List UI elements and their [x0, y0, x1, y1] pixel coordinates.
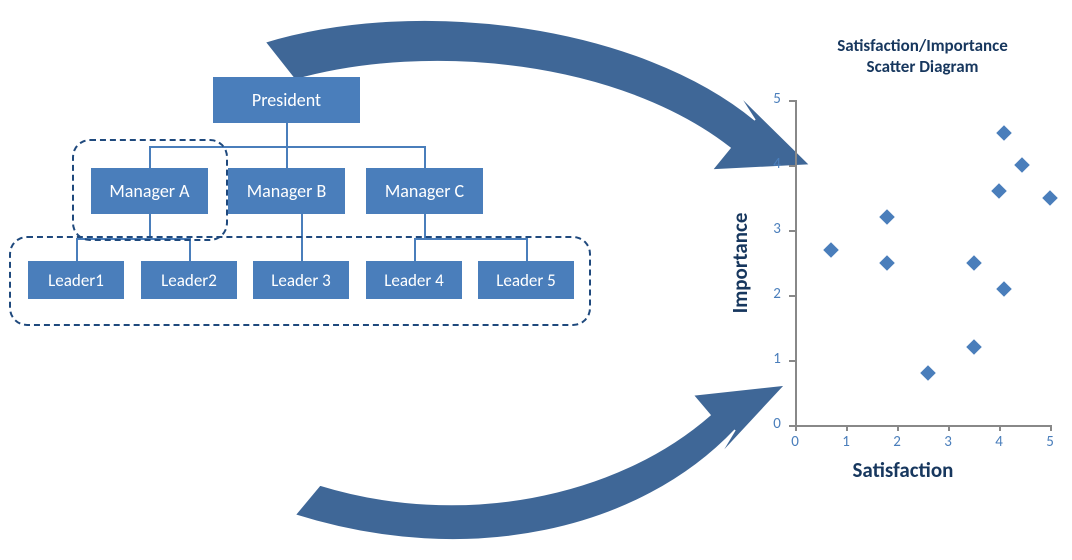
lower-arrow: [295, 385, 785, 540]
y-tick-label: 5: [767, 90, 787, 108]
y-tick: [789, 100, 795, 102]
org-box-manager-1: Manager B: [228, 168, 345, 214]
x-tick: [897, 425, 899, 431]
x-tick-label: 0: [785, 433, 805, 451]
y-tick-label: 3: [767, 220, 787, 238]
org-box-manager-2: Manager C: [366, 168, 483, 214]
x-tick: [948, 425, 950, 431]
connector-pres_drop: [286, 123, 288, 146]
x-tick-label: 5: [1040, 433, 1060, 451]
org-box-leader-3: Leader 4: [366, 261, 462, 299]
y-tick-label: 1: [767, 350, 787, 368]
connector-mgrB_up: [286, 146, 288, 168]
y-axis-label: Importance: [727, 212, 753, 313]
y-tick: [789, 165, 795, 167]
x-tick-label: 1: [836, 433, 856, 451]
org-box-manager-0: Manager A: [91, 168, 208, 214]
connector-mgrC_up: [424, 146, 426, 168]
y-tick-label: 0: [767, 415, 787, 433]
org-box-leader-0: Leader1: [28, 261, 124, 299]
y-tick-label: 2: [767, 285, 787, 303]
x-tick-label: 4: [989, 433, 1009, 451]
org-box-leader-2: Leader 3: [253, 261, 349, 299]
x-tick: [795, 425, 797, 431]
y-tick: [789, 295, 795, 297]
x-tick: [999, 425, 1001, 431]
x-tick: [1050, 425, 1052, 431]
chart-title: Satisfaction/ImportanceScatter Diagram: [780, 35, 1065, 78]
x-axis: [795, 425, 1050, 427]
connector-mgrC_drop: [424, 214, 426, 238]
y-axis: [795, 100, 797, 425]
org-box-president: President: [213, 77, 360, 123]
org-box-leader-1: Leader2: [141, 261, 237, 299]
y-tick: [789, 360, 795, 362]
x-axis-label: Satisfaction: [853, 457, 954, 483]
y-tick-label: 4: [767, 155, 787, 173]
y-tick: [789, 425, 795, 427]
x-tick-label: 3: [938, 433, 958, 451]
org-box-leader-4: Leader 5: [478, 261, 574, 299]
x-tick: [846, 425, 848, 431]
y-tick: [789, 230, 795, 232]
x-tick-label: 2: [887, 433, 907, 451]
